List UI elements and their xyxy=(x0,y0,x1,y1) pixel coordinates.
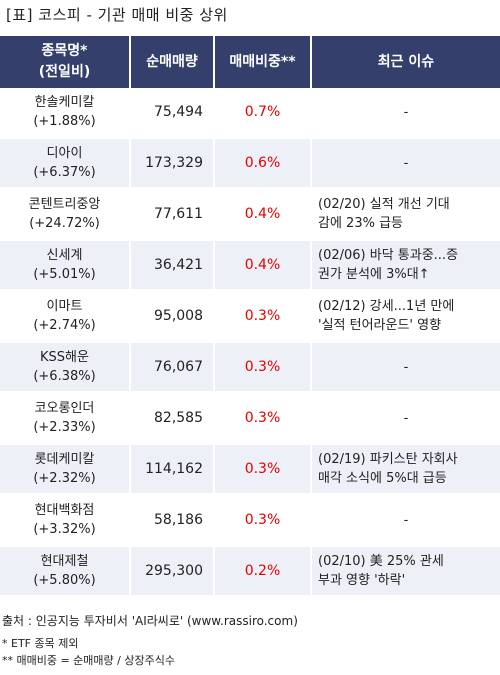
table-row: 디아이 (+6.37%) 173,329 0.6% - xyxy=(0,137,500,190)
stock-name: 현대백화점 xyxy=(34,503,95,518)
issue-line2: 권가 분석에 3%대↑ xyxy=(318,267,430,282)
table-row: 롯데케미칼 (+2.32%) 114,162 0.3% (02/19) 파키스탄 자회사… xyxy=(0,443,500,496)
net-volume: 77,611 xyxy=(130,188,215,241)
stock-name-cell: 콘텐트리중앙 (+24.72%) xyxy=(0,188,131,241)
stock-change: (+2.32%) xyxy=(33,471,96,486)
stock-change: (+3.32%) xyxy=(33,522,96,537)
stock-name-cell: 이마트 (+2.74%) xyxy=(0,290,131,343)
trade-ratio: 0.2% xyxy=(214,545,312,598)
issue-line2: 감에 23% 급등 xyxy=(318,216,403,231)
net-volume: 173,329 xyxy=(130,137,215,190)
recent-issue: - xyxy=(311,341,500,394)
issue-line2: 부과 영향 '하락' xyxy=(318,573,406,588)
stock-name: 콘텐트리중앙 xyxy=(28,197,101,212)
header-issue: 최근 이슈 xyxy=(311,36,500,88)
issue-line1: - xyxy=(403,512,409,528)
issue-line1: (02/12) 강세...1년 만에 xyxy=(318,299,455,314)
recent-issue: (02/12) 강세...1년 만에 '실적 턴어라운드' 영향 xyxy=(311,290,500,343)
trade-ratio: 0.4% xyxy=(214,188,312,241)
header-name-line1: 종목명* xyxy=(41,43,88,59)
stock-change: (+1.88%) xyxy=(33,114,96,129)
net-volume: 295,300 xyxy=(130,545,215,598)
net-volume: 95,008 xyxy=(130,290,215,343)
issue-line1: (02/10) 美 25% 관세 xyxy=(318,554,444,569)
stock-name-cell: KSS해운 (+6.38%) xyxy=(0,341,131,394)
trade-ratio: 0.6% xyxy=(214,137,312,190)
stock-name: 디아이 xyxy=(46,146,83,161)
stock-name-cell: 롯데케미칼 (+2.32%) xyxy=(0,443,131,496)
trade-ratio: 0.3% xyxy=(214,443,312,496)
stock-name: KSS해운 xyxy=(40,350,89,365)
table-row: 콘텐트리중앙 (+24.72%) 77,611 0.4% (02/20) 실적 개선 기… xyxy=(0,188,500,241)
net-volume: 82,585 xyxy=(130,392,215,445)
stock-name: 한솔케미칼 xyxy=(34,95,95,110)
stock-name-cell: 신세계 (+5.01%) xyxy=(0,239,131,292)
stock-name: 이마트 xyxy=(46,299,83,314)
stock-change: (+2.74%) xyxy=(33,318,96,333)
header-volume: 순매매량 xyxy=(130,36,215,88)
net-volume: 75,494 xyxy=(130,88,215,139)
issue-line1: - xyxy=(403,410,409,426)
issue-line1: - xyxy=(403,104,409,120)
stock-change: (+5.80%) xyxy=(33,573,96,588)
stock-name: 신세계 xyxy=(46,248,83,263)
stock-change: (+5.01%) xyxy=(33,267,96,282)
issue-line1: (02/19) 파키스탄 자회사 xyxy=(318,452,458,467)
stock-change: (+6.38%) xyxy=(33,369,96,384)
stock-change: (+2.33%) xyxy=(33,420,96,435)
recent-issue: - xyxy=(311,392,500,445)
table-row: 현대제철 (+5.80%) 295,300 0.2% (02/10) 美 25% 관세 부… xyxy=(0,545,500,598)
source-note: 출처 : 인공지능 투자비서 'AI라씨로' (www.rassiro.com) xyxy=(2,614,298,628)
net-volume: 36,421 xyxy=(130,239,215,292)
table-row: KSS해운 (+6.38%) 76,067 0.3% - xyxy=(0,341,500,394)
net-volume: 76,067 xyxy=(130,341,215,394)
stock-name-cell: 한솔케미칼 (+1.88%) xyxy=(0,88,131,139)
table-header-row: 종목명* (전일비) 순매매량 매매비중** 최근 이슈 xyxy=(0,36,500,88)
stock-name: 코오롱인더 xyxy=(34,401,95,416)
issue-line1: - xyxy=(403,155,409,171)
page-title: [표] 코스피 - 기관 매매 비중 상위 xyxy=(6,6,228,24)
stock-name: 롯데케미칼 xyxy=(34,452,95,467)
stock-name-cell: 코오롱인더 (+2.33%) xyxy=(0,392,131,445)
stock-change: (+6.37%) xyxy=(33,165,96,180)
data-table: 종목명* (전일비) 순매매량 매매비중** 최근 이슈 한솔케미칼 (+1.88… xyxy=(0,36,500,598)
trade-ratio: 0.4% xyxy=(214,239,312,292)
recent-issue: - xyxy=(311,88,500,139)
trade-ratio: 0.3% xyxy=(214,494,312,547)
header-name-line2: (전일비) xyxy=(38,64,91,80)
table-row: 이마트 (+2.74%) 95,008 0.3% (02/12) 강세...1년 만에 '… xyxy=(0,290,500,343)
trade-ratio: 0.7% xyxy=(214,88,312,139)
header-name: 종목명* (전일비) xyxy=(0,36,131,88)
stock-name-cell: 디아이 (+6.37%) xyxy=(0,137,131,190)
trade-ratio: 0.3% xyxy=(214,341,312,394)
table-row: 코오롱인더 (+2.33%) 82,585 0.3% - xyxy=(0,392,500,445)
stock-name: 현대제철 xyxy=(40,554,89,569)
etf-note: * ETF 종목 제외 xyxy=(2,637,79,650)
stock-change: (+24.72%) xyxy=(29,216,100,231)
issue-line1: (02/20) 실적 개선 기대 xyxy=(318,197,450,212)
stock-name-cell: 현대제철 (+5.80%) xyxy=(0,545,131,598)
table-row: 한솔케미칼 (+1.88%) 75,494 0.7% - xyxy=(0,88,500,139)
trade-ratio: 0.3% xyxy=(214,392,312,445)
net-volume: 114,162 xyxy=(130,443,215,496)
net-volume: 58,186 xyxy=(130,494,215,547)
header-ratio: 매매비중** xyxy=(214,36,312,88)
issue-line2: '실적 턴어라운드' 영향 xyxy=(318,318,442,333)
table-row: 현대백화점 (+3.32%) 58,186 0.3% - xyxy=(0,494,500,547)
recent-issue: - xyxy=(311,494,500,547)
recent-issue: - xyxy=(311,137,500,190)
issue-line1: (02/06) 바닥 통과중...증 xyxy=(318,248,459,263)
table-row: 신세계 (+5.01%) 36,421 0.4% (02/06) 바닥 통과중...증 권… xyxy=(0,239,500,292)
ratio-definition-note: ** 매매비중 = 순매매량 / 상장주식수 xyxy=(2,654,175,667)
trade-ratio: 0.3% xyxy=(214,290,312,343)
issue-line1: - xyxy=(403,359,409,375)
issue-line2: 매각 소식에 5%대 급등 xyxy=(318,471,447,486)
stock-name-cell: 현대백화점 (+3.32%) xyxy=(0,494,131,547)
